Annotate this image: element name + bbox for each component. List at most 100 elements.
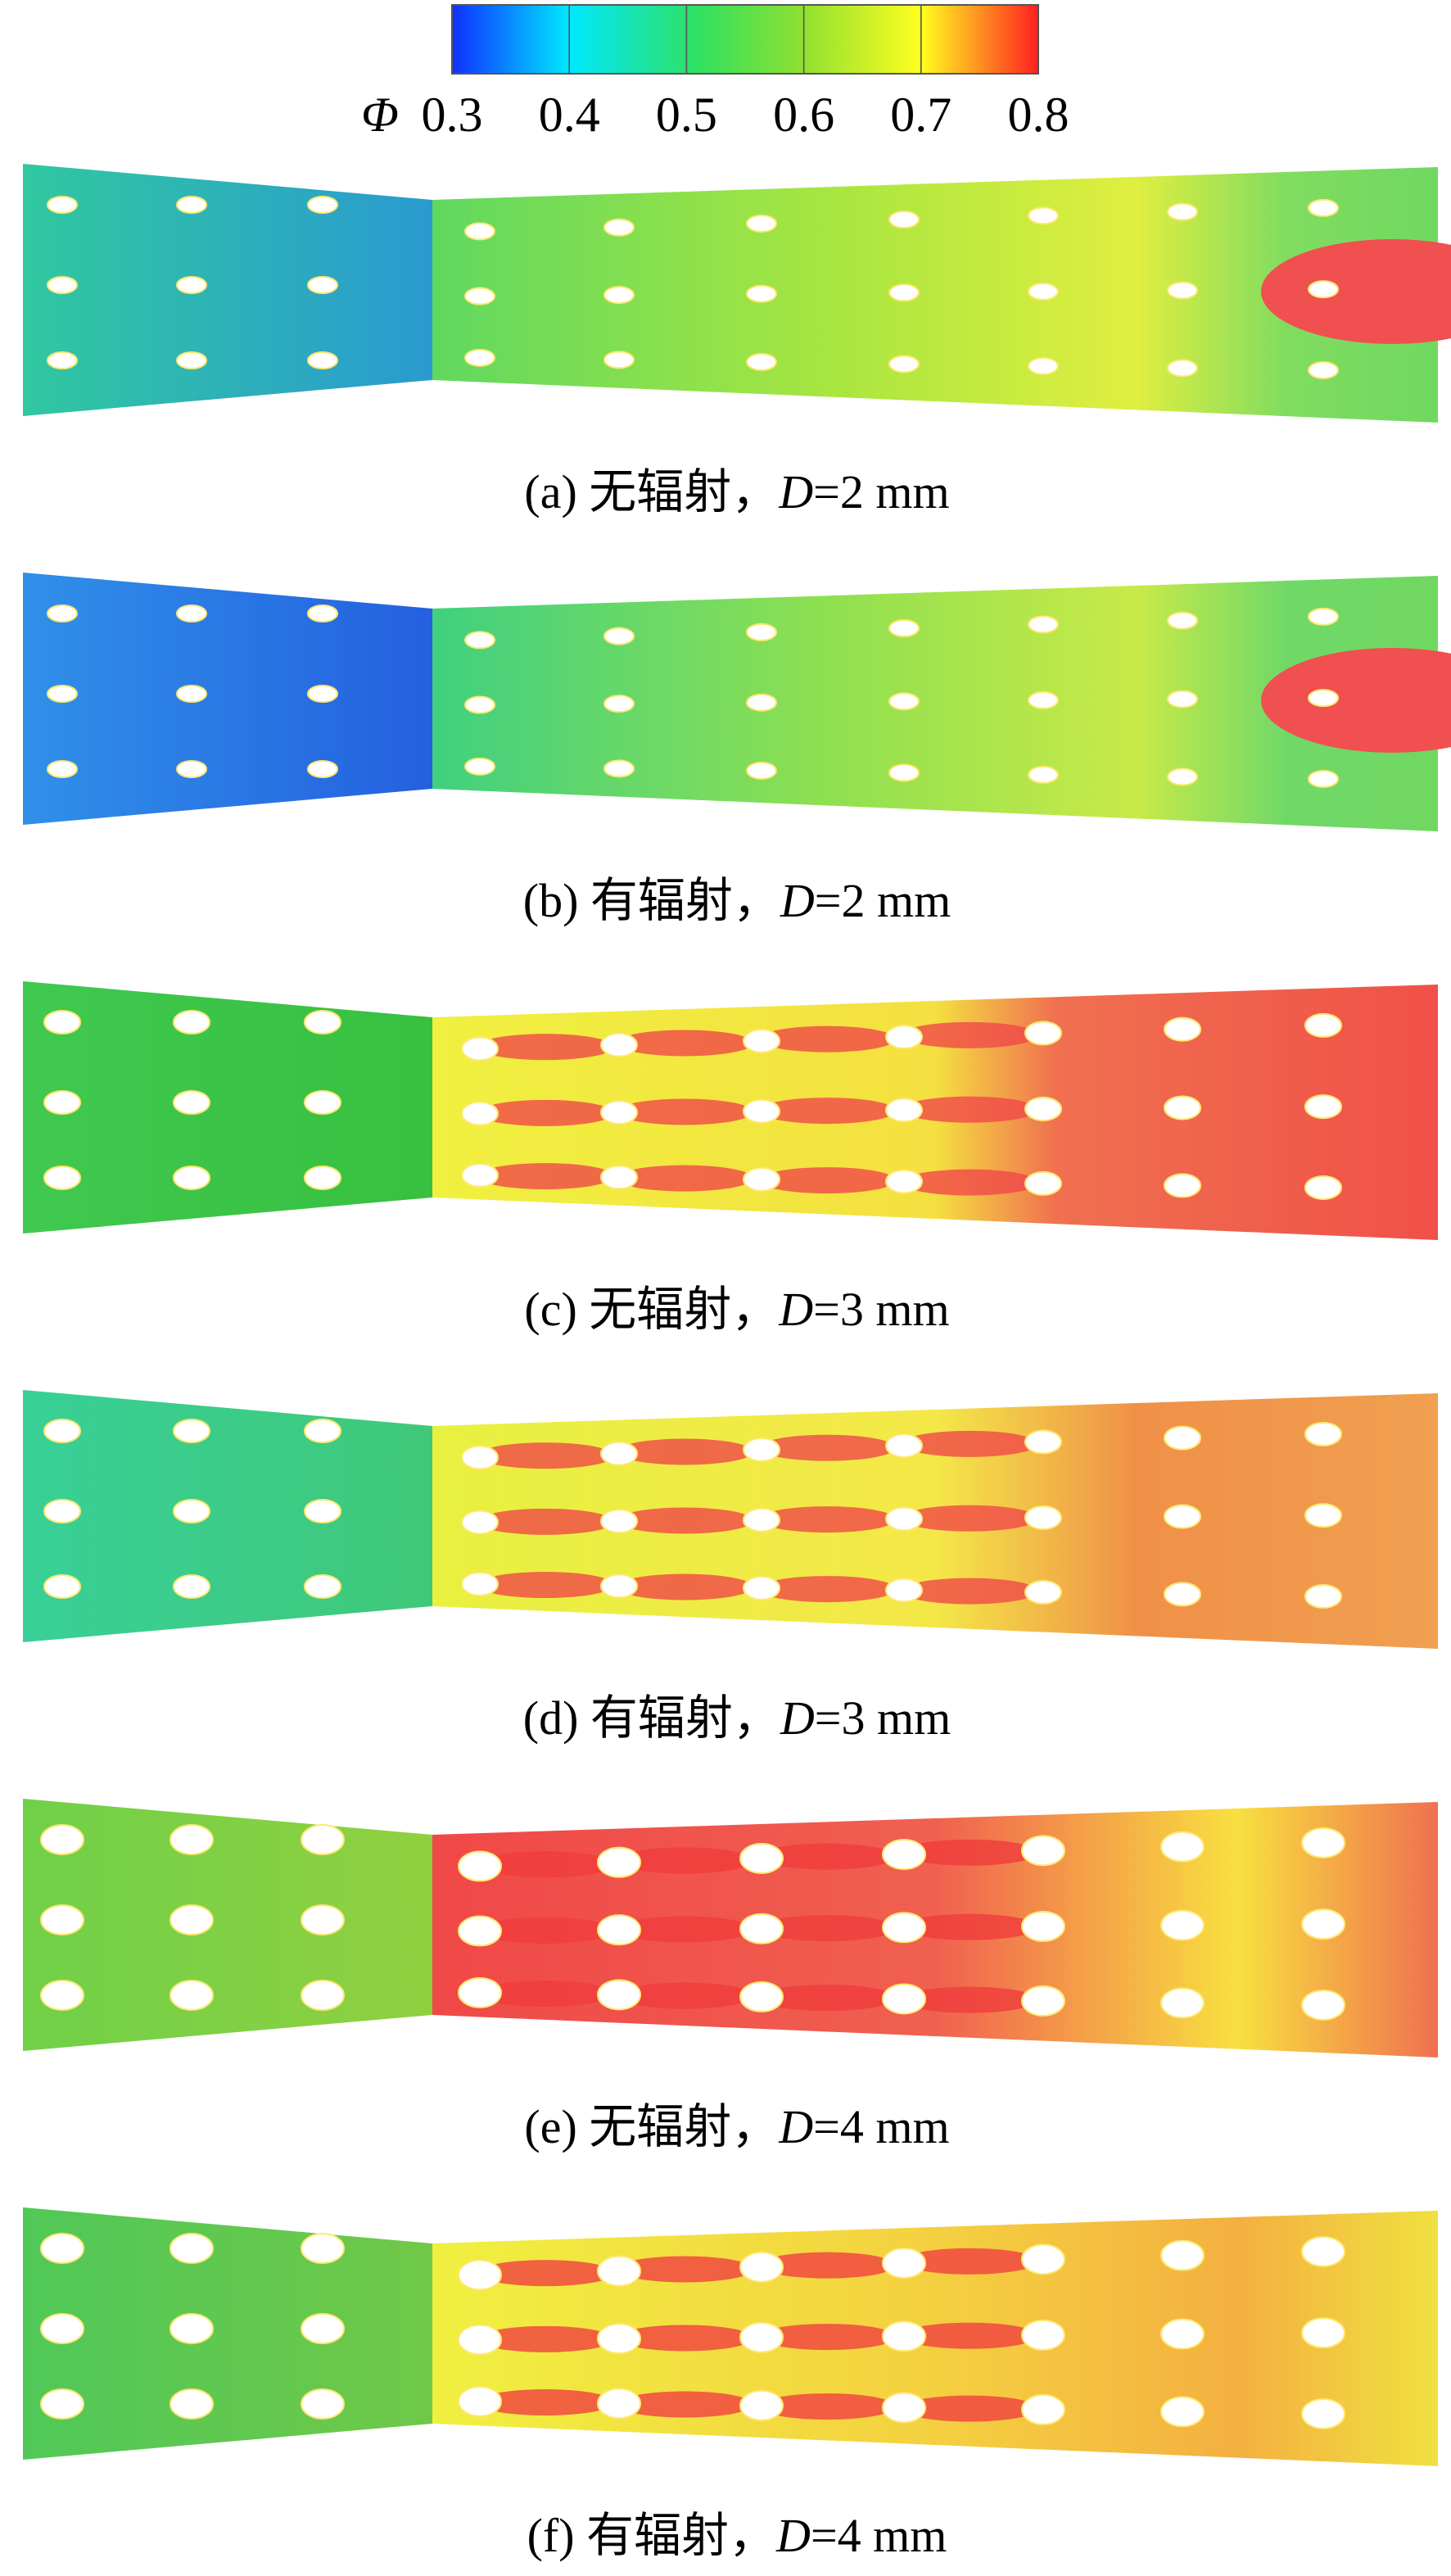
hole	[885, 1578, 923, 1603]
streak	[901, 1505, 1038, 1532]
hole	[458, 1915, 502, 1947]
hole	[464, 287, 495, 306]
streak	[901, 1578, 1038, 1605]
hole	[1164, 1173, 1201, 1198]
hole	[743, 1507, 780, 1532]
hole	[176, 685, 207, 703]
hole	[464, 631, 495, 650]
hole	[307, 760, 338, 778]
hole	[1021, 1835, 1065, 1867]
hole	[1160, 1987, 1205, 2019]
hole	[458, 2324, 502, 2356]
hole	[1028, 615, 1059, 634]
hole	[1164, 1016, 1201, 1042]
hole	[458, 1976, 502, 2008]
streak	[616, 1507, 753, 1534]
colorbar-tick-label: 0.8	[1008, 88, 1069, 142]
hole	[882, 1912, 926, 1944]
converging-section	[23, 2207, 432, 2460]
streak	[758, 1167, 896, 1194]
streak	[477, 1099, 614, 1126]
hole	[301, 1824, 345, 1855]
hole	[1028, 765, 1059, 784]
hole	[43, 1574, 81, 1599]
hole	[600, 1441, 638, 1466]
streak	[901, 1021, 1038, 1048]
hole	[597, 1846, 641, 1878]
hot-region	[1261, 239, 1451, 344]
streak	[758, 1576, 896, 1603]
hole	[888, 763, 920, 782]
streak	[477, 1163, 614, 1190]
hole	[1024, 1579, 1062, 1605]
hole	[603, 759, 635, 778]
contour-panel	[23, 981, 1438, 1240]
hole	[47, 685, 78, 703]
hole	[885, 1025, 923, 1050]
streak	[758, 1985, 896, 2012]
hole	[307, 604, 338, 622]
hole	[304, 1574, 341, 1599]
hole	[597, 2323, 641, 2355]
streak	[477, 1981, 614, 2008]
hole	[304, 1010, 341, 1034]
streak	[901, 1430, 1038, 1457]
hole	[882, 2392, 926, 2424]
hole	[1021, 2393, 1065, 2425]
colorbar-tick-label: 0.6	[773, 88, 834, 142]
hole	[1301, 2397, 1345, 2429]
hole	[739, 1842, 784, 1874]
hole	[888, 692, 920, 711]
hole	[1021, 1910, 1065, 1942]
streak	[616, 2325, 753, 2352]
hole	[888, 619, 920, 638]
hole	[461, 1101, 499, 1126]
caption-label: (f) 有辐射，	[527, 2509, 776, 2562]
hole	[882, 2248, 926, 2279]
hole	[746, 284, 777, 303]
caption-value: =3 mm	[815, 1691, 951, 1745]
hole	[1301, 1989, 1345, 2021]
hole	[739, 2389, 784, 2421]
hole	[600, 1573, 638, 1599]
hole	[301, 2313, 345, 2344]
hole	[1028, 356, 1059, 375]
streak	[758, 1434, 896, 1461]
streak	[477, 1034, 614, 1061]
converging-section	[23, 573, 432, 825]
hole	[1167, 202, 1198, 221]
contour-panel	[23, 164, 1451, 423]
hole	[461, 1510, 499, 1535]
hole	[1164, 1095, 1201, 1120]
hole	[1024, 1505, 1062, 1530]
hole	[47, 351, 78, 369]
diverging-section	[432, 167, 1438, 423]
streak	[758, 1025, 896, 1053]
hole	[170, 2233, 214, 2264]
hole	[1167, 359, 1198, 378]
hole	[1024, 1429, 1062, 1455]
hole	[597, 1979, 641, 2011]
hole	[743, 1098, 780, 1124]
hole	[1021, 2243, 1065, 2275]
hole	[40, 1824, 84, 1855]
streak	[477, 1508, 614, 1535]
caption-variable: D	[778, 1283, 813, 1336]
hole	[176, 351, 207, 369]
streak	[616, 1098, 753, 1125]
hole	[597, 2255, 641, 2287]
hole	[47, 760, 78, 778]
hole	[464, 222, 495, 241]
hole	[1021, 1985, 1065, 2017]
hole	[1308, 280, 1339, 299]
hole	[40, 2233, 84, 2264]
hole	[173, 1499, 210, 1523]
streak	[901, 1169, 1038, 1196]
hole	[1304, 1503, 1342, 1528]
hole	[1167, 611, 1198, 630]
hole	[1308, 360, 1339, 379]
streak	[616, 2256, 753, 2283]
streak	[616, 1847, 753, 1874]
colorbar-tick-label: 0.4	[539, 88, 600, 142]
